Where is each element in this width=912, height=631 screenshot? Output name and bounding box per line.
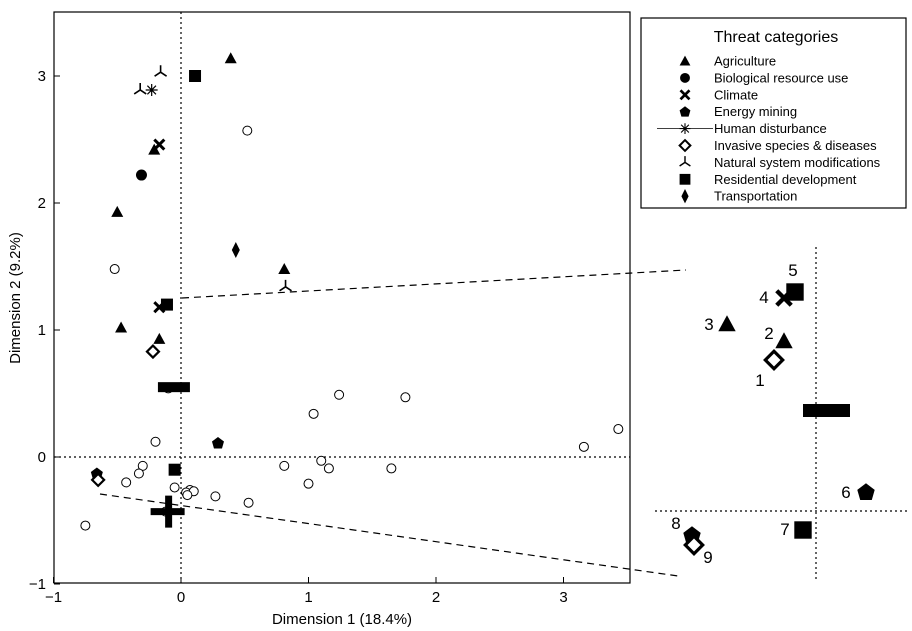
threat-point xyxy=(135,169,147,181)
threat-point xyxy=(145,344,161,360)
x-tick-label: 3 xyxy=(559,589,567,606)
inset-marker xyxy=(683,534,705,556)
legend-label: Invasive species & diseases xyxy=(714,138,877,153)
threat-point xyxy=(154,65,168,77)
inset-point-label: 8 xyxy=(671,514,680,533)
inset-point-label: 2 xyxy=(764,324,773,343)
species-point xyxy=(303,478,314,489)
threat-points xyxy=(90,52,292,488)
species-points xyxy=(80,125,624,531)
legend-label: Climate xyxy=(714,87,758,102)
threat-point xyxy=(153,332,166,344)
species-point xyxy=(323,463,334,474)
y-tick-label: 1 xyxy=(38,322,46,339)
zoom-line-upper xyxy=(181,269,687,299)
legend-marker xyxy=(679,156,691,167)
legend-label: Transportation xyxy=(714,189,797,204)
legend-label: Agriculture xyxy=(714,54,776,69)
legend-marker xyxy=(678,138,692,153)
inset-point-label: 9 xyxy=(703,548,712,567)
inset-point-label: 1 xyxy=(755,371,764,390)
species-point xyxy=(334,389,345,400)
inset-point-label: 5 xyxy=(788,261,797,280)
legend-marker xyxy=(680,72,690,83)
species-point xyxy=(316,455,327,466)
threat-point xyxy=(133,82,147,95)
y-tick-label: 3 xyxy=(38,68,46,85)
species-point xyxy=(109,264,120,275)
species-point xyxy=(578,441,589,452)
species-point xyxy=(133,468,144,479)
inset-marker xyxy=(786,283,804,301)
inset-marker xyxy=(857,483,875,500)
legend-label: Residential development xyxy=(714,172,857,187)
axis-ticks: −1−1 0 0 1 1 2 2 3 3 xyxy=(29,68,568,606)
species-point xyxy=(308,408,319,419)
legend-marker xyxy=(679,89,691,101)
species-point xyxy=(243,497,254,508)
inset-marker xyxy=(794,521,812,539)
y-tick-label: −1 xyxy=(29,576,46,593)
species-point xyxy=(182,490,193,501)
y-tick-label: 0 xyxy=(38,449,46,466)
threat-point xyxy=(160,298,173,311)
species-point xyxy=(386,463,397,474)
plot-frame xyxy=(53,11,631,584)
x-tick-label: −1 xyxy=(45,589,62,606)
threat-point xyxy=(279,279,292,292)
inset-marker xyxy=(718,315,736,332)
centroid-cross xyxy=(150,495,185,528)
species-point xyxy=(150,436,161,447)
inset-centroid-bar xyxy=(803,404,850,417)
threat-point xyxy=(224,52,237,64)
species-point xyxy=(169,482,180,493)
inset: 1 2 3 4 5 6 7 8 9 xyxy=(655,247,908,580)
threat-point xyxy=(189,70,202,82)
threat-point xyxy=(111,205,124,217)
threat-point xyxy=(115,321,128,333)
legend-label: Natural system modifications xyxy=(714,155,881,170)
legend-label: Biological resource use xyxy=(714,70,848,85)
inset-marker xyxy=(763,349,785,371)
x-tick-label: 1 xyxy=(304,589,312,606)
y-axis-title: Dimension 2 (9.2%) xyxy=(7,232,24,364)
species-point xyxy=(279,460,290,471)
species-point xyxy=(80,520,91,531)
centroid-markers xyxy=(150,382,190,528)
inset-point-label: 6 xyxy=(841,483,850,502)
legend-marker xyxy=(679,106,691,117)
threat-point xyxy=(145,83,158,96)
legend-label: Human disturbance xyxy=(714,121,827,136)
legend-marker xyxy=(679,173,691,185)
zoom-line-lower xyxy=(99,493,679,577)
species-point xyxy=(242,125,253,136)
threat-point xyxy=(90,472,106,488)
legend-title: Threat categories xyxy=(714,29,839,46)
centroid-bar xyxy=(157,382,190,393)
legend-marker xyxy=(681,189,689,204)
species-point xyxy=(613,424,624,435)
inset-point-label: 7 xyxy=(780,520,789,539)
x-axis-title: Dimension 1 (18.4%) xyxy=(272,611,412,628)
legend: Threat categories AgricultureBiological … xyxy=(640,17,907,209)
y-tick-label: 2 xyxy=(38,195,46,212)
threat-point xyxy=(278,263,291,275)
legend-marker xyxy=(679,55,691,66)
legend-label: Energy mining xyxy=(714,104,797,119)
species-point xyxy=(121,477,132,488)
x-tick-label: 0 xyxy=(177,589,185,606)
species-point xyxy=(210,491,221,502)
threat-point xyxy=(153,138,166,151)
threat-point xyxy=(168,463,181,476)
inset-point-label: 3 xyxy=(704,315,713,334)
threat-point xyxy=(211,437,224,449)
species-point xyxy=(400,392,411,403)
x-tick-label: 2 xyxy=(432,589,440,606)
threat-point xyxy=(231,241,240,258)
inset-marker xyxy=(775,332,793,349)
inset-point-label: 4 xyxy=(759,288,768,307)
legend-marker xyxy=(679,123,691,135)
